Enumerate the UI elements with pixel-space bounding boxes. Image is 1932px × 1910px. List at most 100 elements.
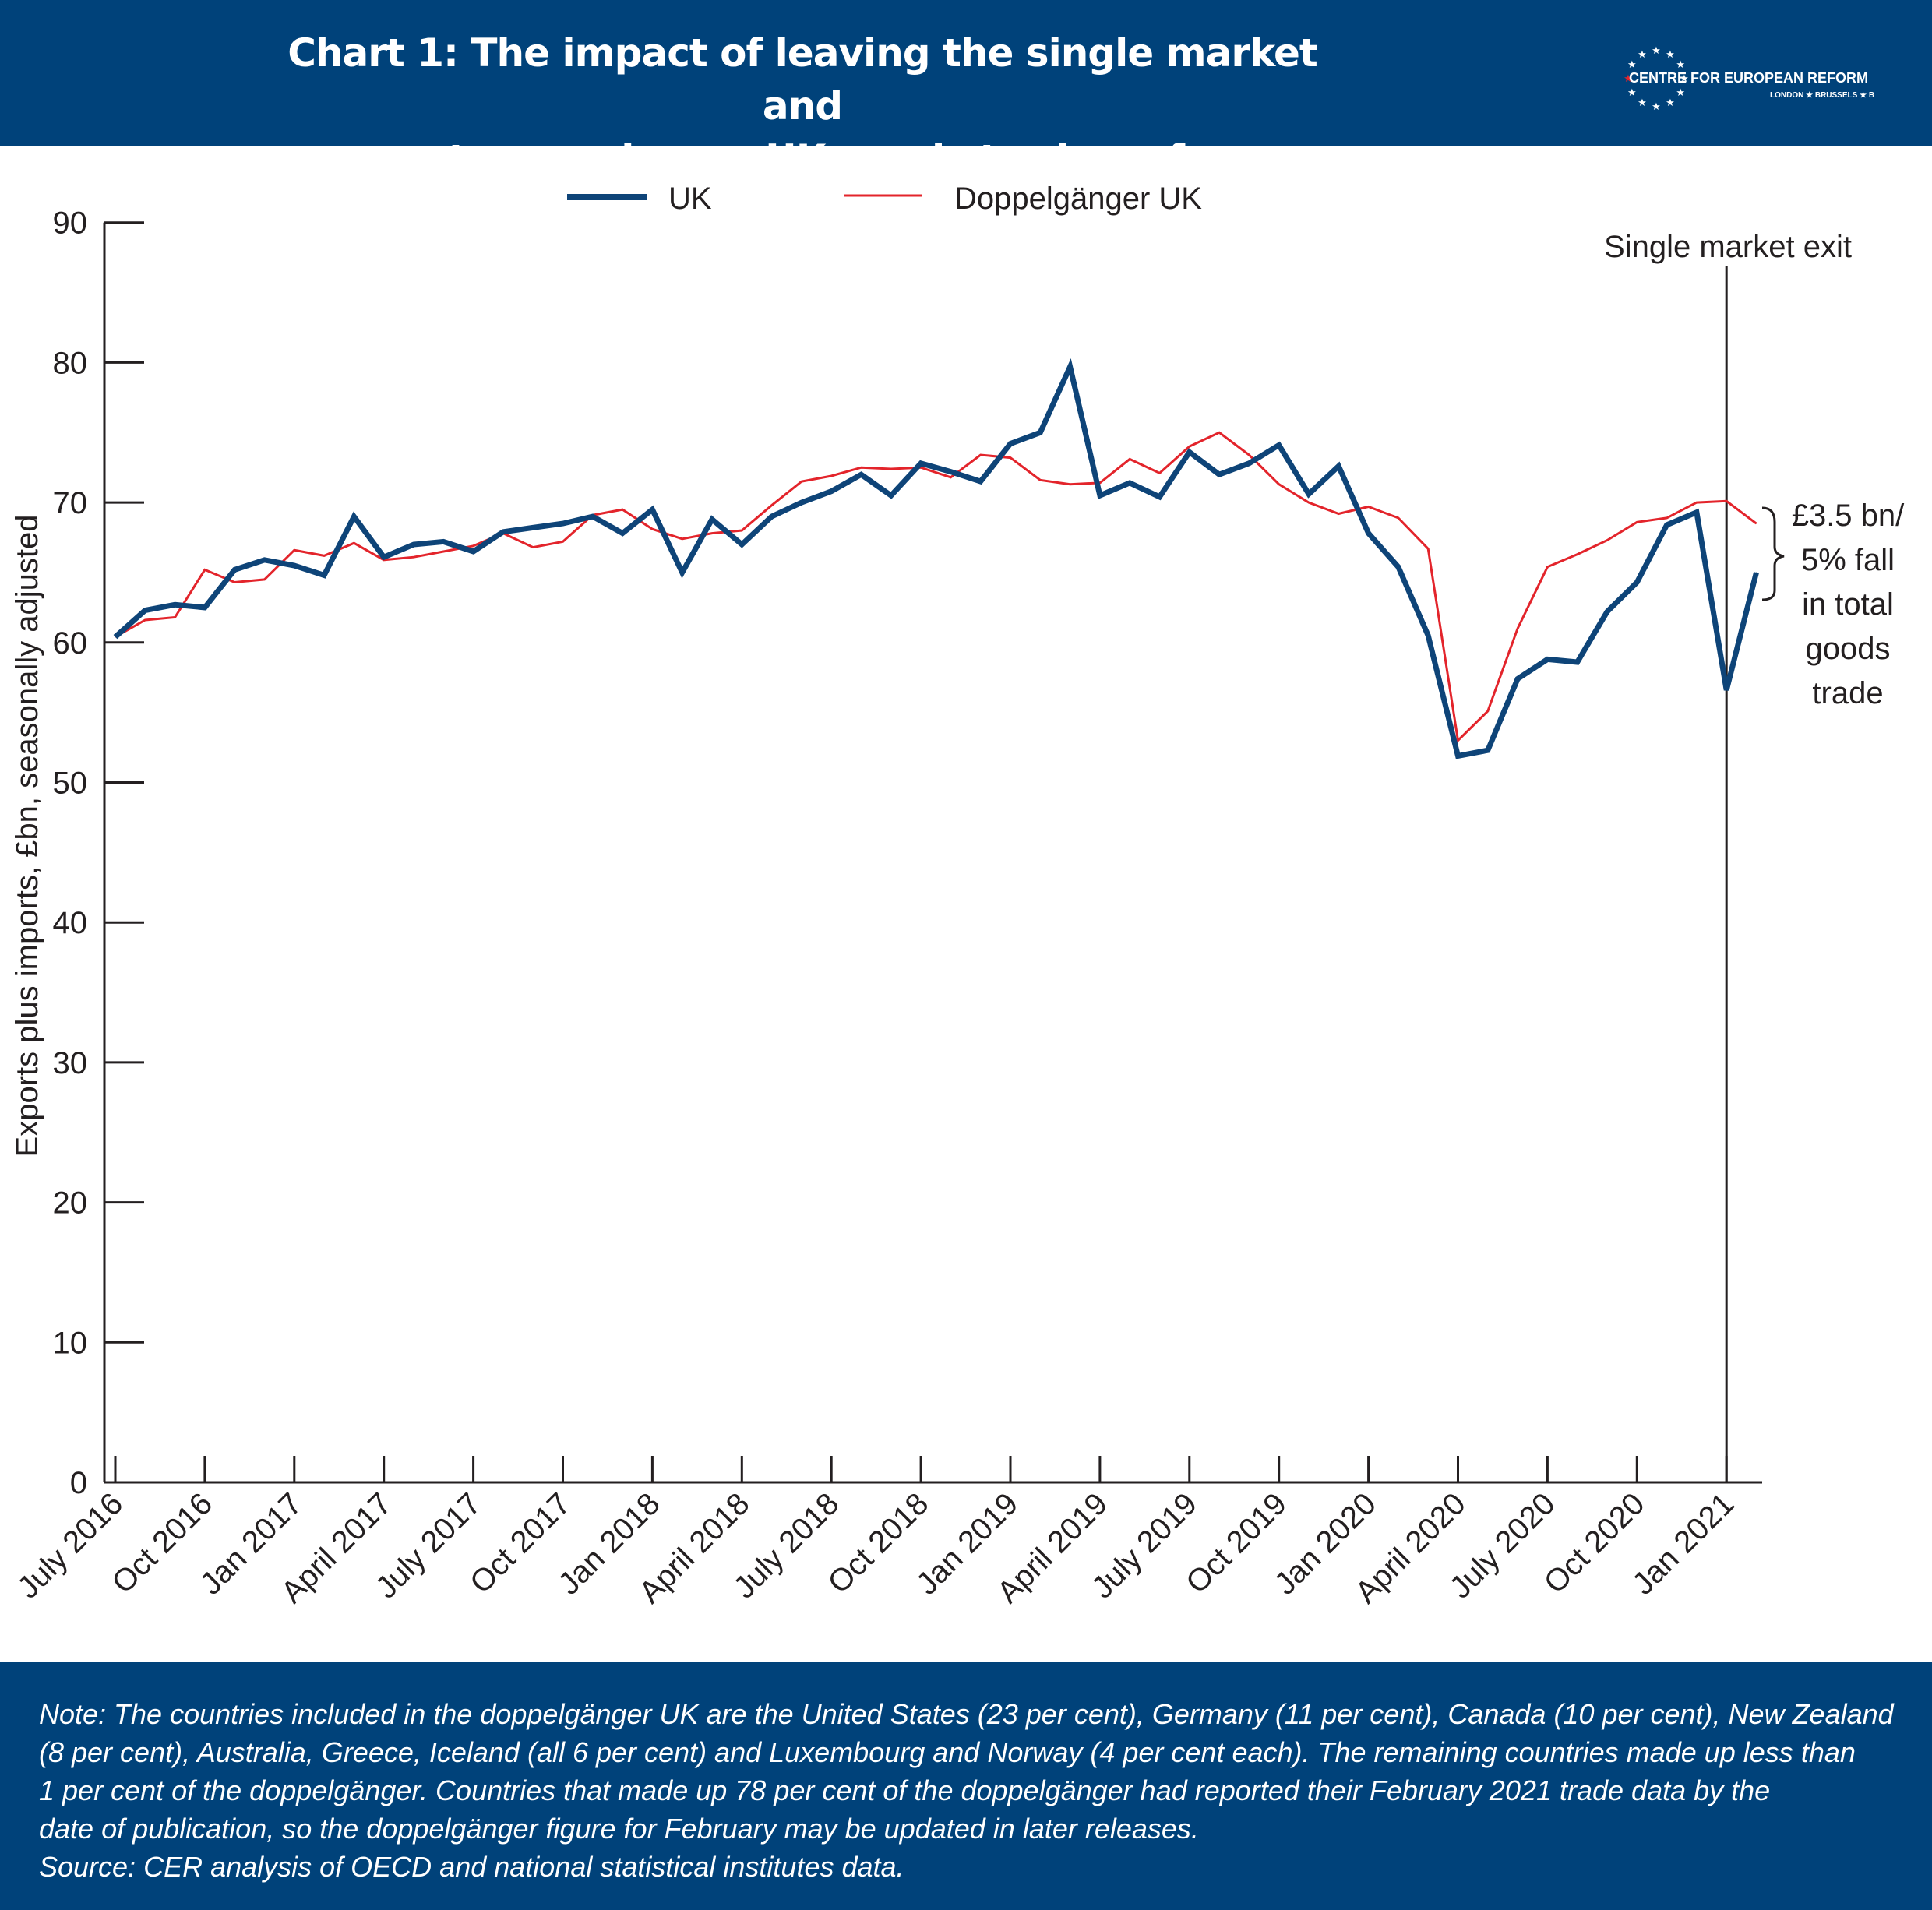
y-tick-label: 40	[53, 906, 88, 940]
doppelganger-data-point	[1606, 540, 1608, 541]
doppelganger-data-point	[144, 619, 146, 621]
y-axis-label: Exports plus imports, £bn, seasonally ad…	[10, 515, 44, 1158]
uk-data-point	[1666, 524, 1668, 526]
y-tick-label: 0	[70, 1466, 87, 1500]
doppelganger-data-point	[1010, 457, 1011, 459]
uk-data-point	[1606, 611, 1608, 612]
doppelganger-data-point	[323, 555, 325, 556]
uk-data-point	[771, 516, 773, 517]
doppelganger-data-point	[890, 468, 892, 470]
doppelganger-data-point	[801, 481, 802, 482]
uk-data-point	[1159, 496, 1160, 498]
fall-annotation-line: in total	[1802, 587, 1894, 622]
logo-star-icon: ★	[1666, 97, 1675, 108]
doppelganger-data-point	[1278, 484, 1280, 485]
doppelganger-data-point	[1696, 502, 1698, 503]
doppelganger-data-point	[1159, 472, 1160, 474]
uk-data-point	[1636, 582, 1638, 583]
doppelganger-data-point	[1039, 479, 1041, 481]
chart-title: Chart 1: The impact of leaving the singl…	[257, 26, 1348, 185]
doppelganger-data-point	[473, 545, 474, 547]
uk-data-point	[502, 531, 504, 533]
chart-title-line-1: Chart 1: The impact of leaving the singl…	[287, 30, 1318, 129]
uk-data-point	[323, 575, 325, 576]
uk-data-point	[1039, 432, 1041, 433]
y-tick-label: 30	[53, 1046, 88, 1080]
uk-data-point	[1546, 658, 1548, 660]
doppelganger-data-point	[234, 582, 235, 583]
footer-note: Note: The countries included in the dopp…	[39, 1695, 1909, 1886]
doppelganger-data-point	[1756, 523, 1757, 524]
y-tick-label: 80	[53, 346, 88, 380]
logo-star-icon: ★	[1676, 58, 1685, 70]
logo-star-icon: ★	[1676, 86, 1685, 98]
doppelganger-data-point	[1636, 521, 1638, 523]
single-market-exit-marker: Single market exit	[1604, 230, 1852, 1482]
logo-star-icon: ★	[1627, 58, 1637, 70]
uk-data-point	[204, 607, 206, 608]
uk-data-point	[890, 495, 892, 496]
doppelganger-data-point	[711, 533, 713, 534]
uk-data-point	[264, 559, 265, 561]
uk-data-point	[830, 491, 832, 492]
doppelganger-series-line	[115, 431, 1757, 743]
logo-star-icon: ★	[1680, 72, 1689, 84]
fall-annotation-line: £3.5 bn/	[1792, 499, 1905, 533]
legend-uk-label: UK	[668, 181, 712, 216]
uk-data-point	[1427, 635, 1429, 636]
doppelganger-data-point	[1546, 566, 1548, 568]
doppelganger-data-point	[562, 541, 563, 542]
doppelganger-data-point	[861, 467, 862, 468]
legend-doppelganger-label: Doppelgänger UK	[954, 181, 1202, 216]
doppelganger-data-point	[622, 509, 623, 510]
doppelganger-data-point	[1577, 554, 1578, 555]
logo-cities: LONDON ★ BRUSSELS ★ BERLIN	[1770, 91, 1874, 100]
series-layer	[113, 358, 1759, 759]
doppelganger-data-point	[830, 475, 832, 477]
uk-data-point	[532, 527, 534, 528]
logo-star-icon: ★	[1666, 48, 1675, 60]
fall-annotation-text: £3.5 bn/5% fall in total goods trade	[1792, 499, 1905, 710]
uk-data-point	[1308, 493, 1310, 495]
note-line-2: (8 per cent), Australia, Greece, Iceland…	[39, 1736, 1856, 1768]
uk-data-point	[1577, 661, 1578, 663]
x-tick-label: July 2016	[11, 1486, 129, 1605]
fall-annotation-line: trade	[1812, 676, 1883, 710]
logo-stars-icon: ★ ★★★★★★★★★★★	[1624, 44, 1689, 112]
uk-data-point	[950, 471, 951, 473]
source-line: Source: CER analysis of OECD and nationa…	[39, 1851, 904, 1883]
logo-name: CENTRE FOR EUROPEAN REFORM	[1629, 70, 1868, 86]
fall-annotation-line: 5% fall	[1801, 543, 1895, 577]
doppelganger-data-point	[1308, 502, 1310, 503]
uk-data-point	[801, 502, 802, 503]
uk-data-point	[622, 533, 623, 534]
y-tick-label: 50	[53, 766, 88, 801]
doppelganger-data-point	[532, 547, 534, 548]
note-line-1: Note: The countries included in the dopp…	[39, 1698, 1894, 1730]
uk-series-line	[113, 358, 1759, 759]
uk-data-point	[562, 523, 563, 524]
doppelganger-data-point	[771, 505, 773, 506]
doppelganger-data-point	[651, 528, 653, 530]
logo-star-icon: ★	[1627, 86, 1637, 98]
fall-annotation: £3.5 bn/5% fall in total goods trade	[1761, 499, 1905, 710]
uk-data-point	[651, 509, 653, 510]
line-chart: UK Doppelgänger UK 0 10 20 30 40 50 60 70 80 90 J…	[10, 181, 1905, 1610]
chart-title-line-2: customs union on UK goods trade so far	[376, 136, 1229, 181]
uk-data-point	[711, 519, 713, 520]
brace-icon	[1761, 506, 1785, 601]
uk-data-point	[1218, 474, 1220, 475]
doppelganger-data-point	[264, 579, 265, 580]
note-line-4: date of publication, so the doppelgänger…	[39, 1813, 1199, 1845]
logo-star-icon: ★	[1624, 72, 1633, 84]
legend: UK Doppelgänger UK	[567, 181, 1202, 216]
cer-logo: ★ ★★★★★★★★★★★ CENTRE FOR EUROPEAN REFORM …	[1624, 44, 1874, 112]
y-tick-label: 10	[53, 1326, 88, 1360]
y-tick-label: 60	[53, 626, 88, 661]
doppelganger-data-point	[1248, 454, 1250, 456]
logo-star-icon: ★	[1652, 44, 1661, 56]
uk-data-point	[1010, 443, 1011, 445]
doppelganger-data-point	[204, 569, 206, 570]
uk-data-point	[1338, 465, 1339, 467]
